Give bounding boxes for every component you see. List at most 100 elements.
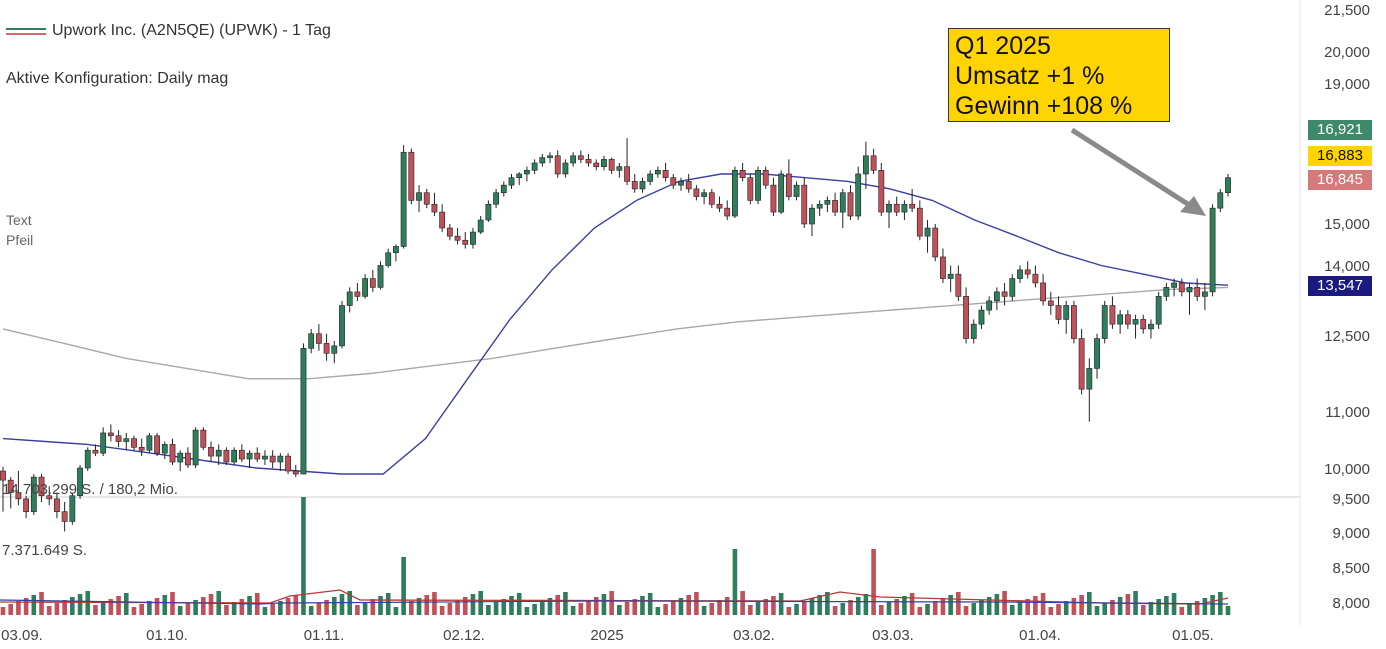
candle-body bbox=[323, 343, 330, 354]
volume-bar bbox=[1125, 594, 1131, 615]
candle-body bbox=[577, 155, 584, 160]
candle-body bbox=[485, 203, 492, 221]
volume-bar bbox=[655, 607, 661, 615]
volume-bar bbox=[385, 593, 391, 615]
candle-body bbox=[462, 239, 469, 245]
annotation-line-1: Q1 2025 bbox=[955, 32, 1051, 60]
volume-bar bbox=[902, 596, 907, 615]
candle-body bbox=[824, 200, 831, 205]
candle-body bbox=[154, 435, 160, 454]
volume-bar bbox=[578, 603, 584, 615]
volume-bar bbox=[1079, 595, 1084, 615]
candle-body bbox=[801, 184, 808, 225]
candle-body bbox=[639, 181, 646, 190]
y-tick-label: 11,000 bbox=[1325, 404, 1370, 421]
volume-bar bbox=[755, 602, 761, 615]
candle-body bbox=[400, 151, 407, 247]
volume-bar bbox=[894, 599, 900, 615]
candle-body bbox=[1047, 300, 1054, 306]
x-tick-label: 01.10. bbox=[146, 627, 188, 644]
candle-body bbox=[955, 273, 962, 297]
volume-bar bbox=[570, 606, 576, 615]
candle-body bbox=[431, 203, 438, 213]
candle-body bbox=[500, 184, 507, 194]
candle-body bbox=[654, 169, 661, 175]
candle-body bbox=[100, 432, 107, 454]
volume-bar bbox=[247, 596, 252, 615]
volume-ma-blue bbox=[0, 599, 1229, 605]
volume-bar bbox=[424, 595, 430, 615]
candle-body bbox=[724, 207, 731, 217]
candle-body bbox=[570, 155, 577, 164]
volume-bar bbox=[293, 595, 299, 615]
volume-bar bbox=[563, 592, 568, 615]
volume-bar bbox=[632, 599, 638, 615]
candle-body bbox=[362, 278, 369, 297]
price-badge-close: 16,883 bbox=[1308, 146, 1372, 166]
candle-body bbox=[554, 155, 561, 175]
volume-bar bbox=[547, 598, 553, 615]
annotation-line-3: Gewinn +108 % bbox=[955, 92, 1133, 120]
volume-bar bbox=[879, 605, 884, 615]
y-tick-label: 8,500 bbox=[1332, 560, 1370, 577]
tool-arrow-label[interactable]: Pfeil bbox=[6, 232, 34, 248]
volume-bar bbox=[239, 599, 245, 615]
volume-bar bbox=[1017, 602, 1023, 615]
price-badge-high: 16,921 bbox=[1308, 120, 1372, 140]
active-config-label[interactable]: Aktive Konfiguration: Daily mag bbox=[6, 70, 229, 87]
volume-bar bbox=[1087, 592, 1092, 615]
y-tick-label: 8,000 bbox=[1332, 595, 1370, 612]
volume-bar bbox=[832, 606, 838, 615]
candle-body bbox=[893, 203, 900, 213]
volume-bar bbox=[701, 606, 707, 615]
chart-legend[interactable]: Upwork Inc. (A2N5QE) (UPWK) - 1 Tag bbox=[6, 22, 331, 40]
volume-bar bbox=[1194, 601, 1200, 615]
candle-body bbox=[693, 188, 700, 197]
candle-body bbox=[1163, 287, 1170, 297]
volume-bar bbox=[509, 596, 514, 615]
candle-body bbox=[593, 162, 600, 167]
volume-bar bbox=[339, 594, 345, 615]
x-tick-label: 01.04. bbox=[1019, 627, 1061, 644]
volume-bar bbox=[670, 601, 676, 615]
candle-body bbox=[208, 446, 214, 457]
candle-body bbox=[1101, 305, 1108, 339]
volume-bar bbox=[801, 601, 807, 615]
candle-body bbox=[408, 151, 415, 201]
badge-text: 16,845 bbox=[1317, 171, 1363, 188]
candle-body bbox=[315, 333, 322, 344]
candle-body bbox=[393, 246, 399, 254]
volume-bar bbox=[208, 594, 214, 615]
volume-bar bbox=[70, 597, 75, 615]
volume-bar bbox=[201, 597, 206, 615]
candle-body bbox=[231, 449, 238, 463]
candle-body bbox=[331, 345, 338, 354]
ma-slow-line bbox=[2, 286, 1229, 380]
annotation-box[interactable]: Q1 2025 Umsatz +1 % Gewinn +108 % bbox=[948, 28, 1170, 122]
y-tick-label: 15,000 bbox=[1324, 216, 1370, 233]
candle-body bbox=[262, 455, 268, 460]
y-tick-label: 9,500 bbox=[1332, 491, 1370, 508]
volume-bar bbox=[709, 603, 715, 615]
volume-bar bbox=[439, 606, 445, 615]
volume-bar bbox=[1002, 591, 1007, 615]
candle-body bbox=[23, 498, 30, 512]
candle-body bbox=[616, 166, 623, 171]
volume-bar bbox=[147, 601, 152, 615]
candle-body bbox=[1178, 282, 1185, 293]
volume-bar bbox=[1164, 596, 1169, 615]
volume-bar bbox=[262, 607, 268, 615]
candle-body bbox=[516, 173, 523, 178]
candle-body bbox=[916, 207, 923, 237]
candle-body bbox=[123, 438, 130, 442]
volume-bar bbox=[455, 600, 460, 615]
volume-bar bbox=[31, 595, 37, 615]
candle-body bbox=[107, 432, 114, 437]
volume-bar bbox=[316, 603, 322, 615]
candle-body bbox=[901, 203, 908, 213]
volume-bar bbox=[524, 607, 530, 615]
volume-bar bbox=[963, 606, 969, 615]
candle-body bbox=[92, 449, 99, 454]
tool-text-label[interactable]: Text bbox=[6, 212, 32, 228]
candle-body bbox=[61, 511, 68, 522]
